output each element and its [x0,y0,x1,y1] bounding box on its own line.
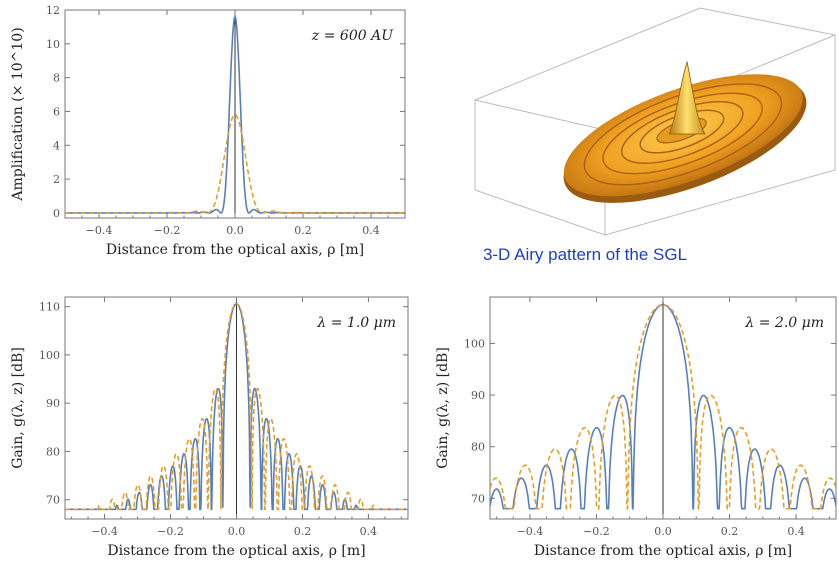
gain-2um-chart: −0.4 −0.2 0.0 0.2 0.4 70 80 90 100 λ = 2.0 μm Dist… [435,296,837,559]
x-tick-label: 0.4 [787,525,805,538]
airy-3d-render [474,7,836,236]
x-tick-label: −0.4 [91,525,118,538]
y-tick-label: 70 [471,492,485,505]
y-tick-label: 70 [46,494,60,507]
x-tick-label: −0.2 [583,525,610,538]
y-tick-label: 90 [471,389,485,402]
x-tick-label: 0.0 [654,525,672,538]
y-tick-label: 12 [46,4,60,17]
y-tick-label: 80 [46,445,60,458]
x-axis-label: Distance from the optical axis, ρ [m] [107,543,365,559]
x-tick-label: −0.2 [154,224,181,237]
series-line-dashed [490,303,836,510]
y-tick-label: 6 [53,105,60,118]
y-tick-label: 100 [39,349,60,362]
y-tick-label: 90 [46,397,60,410]
y-axis-label: Amplification (× 10^10) [10,27,26,201]
gain-1um-chart: −0.4 −0.2 0.0 0.2 0.4 70 80 90 100 110 λ = 1.0 μm D… [10,296,409,559]
airy-disk [563,60,807,203]
y-tick-label: 110 [39,301,60,314]
x-tick-label: −0.4 [86,224,113,237]
x-tick-label: 0.0 [228,525,246,538]
central-peak [668,60,706,135]
x-tick-label: −0.2 [157,525,184,538]
series-line-dashed [65,113,405,214]
airy-caption: 3-D Airy pattern of the SGL [482,245,688,264]
amplification-chart: −0.4 −0.2 0.0 0.2 0.4 0 2 4 6 8 10 12 z = 600 AU Dist… [10,4,406,258]
x-tick-label: −0.4 [517,525,544,538]
chart-annotation: λ = 1.0 μm [316,315,396,331]
x-tick-label: 0.2 [721,525,739,538]
y-tick-label: 80 [471,441,485,454]
series-line-dashed [65,302,408,511]
y-tick-label: 100 [464,337,485,350]
y-tick-label: 8 [53,72,60,85]
x-axis-label: Distance from the optical axis, ρ [m] [534,543,792,559]
y-tick-label: 0 [53,207,60,220]
x-tick-label: 0.4 [362,224,380,237]
chart-annotation: λ = 2.0 μm [744,315,824,331]
x-tick-label: 0.4 [360,525,378,538]
y-axis-label: Gain, g(λ, z) [dB] [435,347,451,469]
y-tick-label: 10 [46,38,60,51]
x-tick-label: 0.0 [226,224,244,237]
x-axis-label: Distance from the optical axis, ρ [m] [106,242,364,258]
x-tick-label: 0.2 [294,224,312,237]
chart-annotation: z = 600 AU [311,28,394,44]
y-tick-label: 2 [53,173,60,186]
y-axis-label: Gain, g(λ, z) [dB] [10,347,26,469]
x-tick-label: 0.2 [294,525,312,538]
y-tick-label: 4 [53,139,60,152]
